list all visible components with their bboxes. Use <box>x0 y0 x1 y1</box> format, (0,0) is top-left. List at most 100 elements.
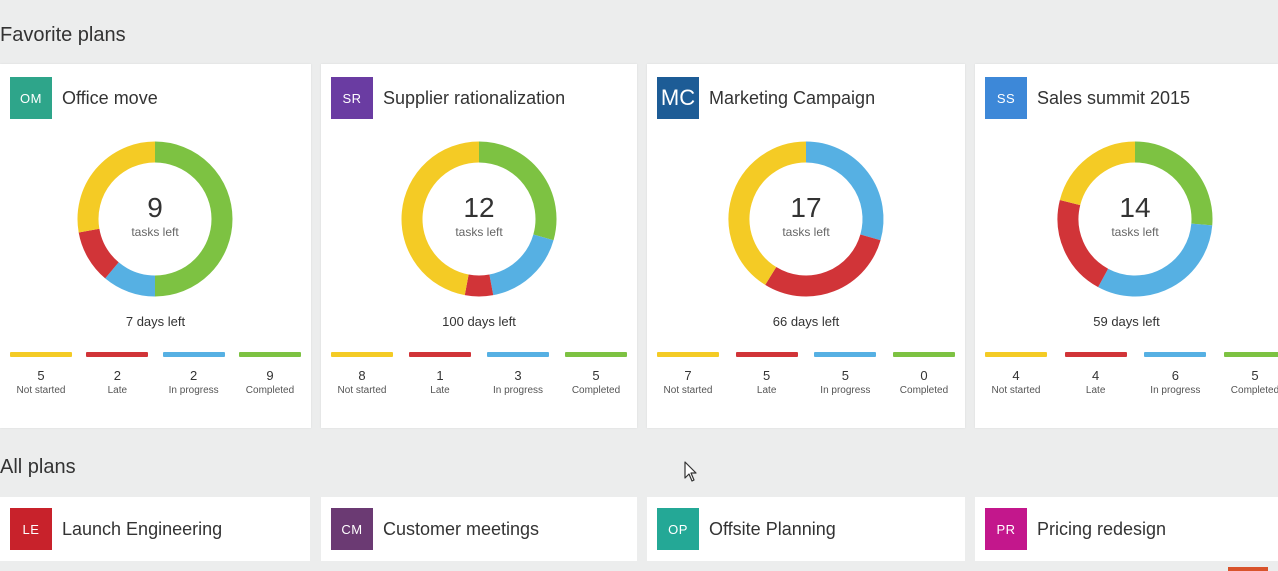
legend-count: 5 <box>841 368 849 383</box>
legend-label: In progress <box>1150 385 1201 396</box>
days-left: 59 days left <box>1093 314 1160 329</box>
legend-count: 7 <box>684 368 692 383</box>
plan-tile-customer-meetings[interactable]: CM Customer meetings <box>321 497 637 561</box>
legend-late[interactable]: 5 Late <box>735 352 798 396</box>
legend-count: 8 <box>358 368 366 383</box>
plan-card-header[interactable]: SS Sales summit 2015 <box>985 77 1190 119</box>
plan-card-office-move[interactable]: OM Office move 9 tasks left 7 days left … <box>0 64 311 428</box>
plan-name[interactable]: Sales summit 2015 <box>1037 87 1191 108</box>
legend-completed[interactable]: 9 Completed <box>238 352 301 396</box>
plan-name[interactable]: Pricing redesign <box>1037 518 1167 539</box>
donut-segment-completed <box>1134 141 1213 226</box>
plan-badge: OP <box>657 508 699 550</box>
donut-chart: 14 tasks left <box>1055 139 1215 299</box>
donut-segment-late <box>464 274 494 297</box>
legend-in-progress[interactable]: 2 In progress <box>162 352 225 396</box>
legend-bar <box>892 352 955 357</box>
plan-badge: LE <box>10 508 52 550</box>
legend-not-started[interactable]: 4 Not started <box>985 352 1047 396</box>
donut-segment-late <box>78 228 120 279</box>
legend-bar <box>657 352 719 357</box>
plan-badge: SR <box>331 77 373 119</box>
legend-label: Not started <box>663 385 713 396</box>
legend-count: 3 <box>514 368 522 383</box>
plan-card-header[interactable]: OM Office move <box>10 77 158 119</box>
days-left: 7 days left <box>125 314 186 329</box>
legend-count: 5 <box>1251 368 1259 383</box>
legend-completed[interactable]: 0 Completed <box>892 352 955 396</box>
plan-badge: CM <box>331 508 373 550</box>
legend-label: Late <box>1085 385 1106 396</box>
donut-segment-not-started <box>728 141 807 285</box>
legend-label: Completed <box>1230 385 1278 396</box>
legend-late[interactable]: 1 Late <box>409 352 471 396</box>
plan-name[interactable]: Supplier rationalization <box>383 87 566 108</box>
donut-segment-in-progress <box>105 261 156 297</box>
legend-count: 5 <box>763 368 771 383</box>
donut-segment-in-progress <box>488 234 554 296</box>
donut-segment-completed <box>478 141 557 241</box>
tasks-left-count: 12 <box>463 192 495 223</box>
legend-bar <box>10 352 72 357</box>
legend-bar <box>1064 352 1127 357</box>
legend-bar <box>985 352 1047 357</box>
legend-label: In progress <box>492 385 544 396</box>
plan-name[interactable]: Offsite Planning <box>709 518 836 539</box>
mouse-cursor-icon <box>684 461 697 482</box>
legend-late[interactable]: 2 Late <box>86 352 149 396</box>
legend-late[interactable]: 4 Late <box>1064 352 1127 396</box>
legend-label: Completed <box>899 385 949 396</box>
plan-name[interactable]: Office move <box>62 87 158 108</box>
tasks-left-label: tasks left <box>1111 225 1159 239</box>
legend-bar <box>238 352 301 357</box>
plan-tile-launch-engineering[interactable]: LE Launch Engineering <box>0 497 310 561</box>
favorite-plans-heading: Favorite plans <box>0 24 126 46</box>
legend-not-started[interactable]: 7 Not started <box>657 352 719 396</box>
donut-segment-completed <box>154 141 233 297</box>
legend-count: 4 <box>1012 368 1020 383</box>
donut-svg <box>728 141 884 297</box>
legend-label: Completed <box>245 385 295 396</box>
plan-tile-pricing-redesign[interactable]: PR Pricing redesign <box>975 497 1278 561</box>
legend-label: Not started <box>16 385 66 396</box>
legend-count: 5 <box>592 368 600 383</box>
legend-not-started[interactable]: 8 Not started <box>331 352 393 396</box>
plan-name[interactable]: Launch Engineering <box>62 518 223 539</box>
legend-not-started[interactable]: 5 Not started <box>10 352 72 396</box>
legend-count: 6 <box>1171 368 1179 383</box>
legend-count: 1 <box>436 368 444 383</box>
legend-label: In progress <box>820 385 871 396</box>
donut-center: 17 tasks left <box>726 139 886 299</box>
donut-segment-not-started <box>401 141 480 296</box>
legend-completed[interactable]: 5 Completed <box>565 352 627 396</box>
plan-card-header[interactable]: SR Supplier rationalization <box>331 77 565 119</box>
plan-card-supplier-rationalization[interactable]: SR Supplier rationalization 12 tasks lef… <box>321 64 637 428</box>
legend-completed[interactable]: 5 Completed <box>1223 352 1278 396</box>
donut-svg <box>1057 141 1213 297</box>
legend-count: 2 <box>190 368 198 383</box>
plan-badge: SS <box>985 77 1027 119</box>
legend-bar <box>735 352 798 357</box>
legend-label: Not started <box>337 385 387 396</box>
tasks-left-label: tasks left <box>131 225 179 239</box>
legend-in-progress[interactable]: 3 In progress <box>487 352 549 396</box>
donut-chart: 12 tasks left <box>399 139 559 299</box>
plan-tile-offsite-planning[interactable]: OP Offsite Planning <box>647 497 965 561</box>
legend-in-progress[interactable]: 6 In progress <box>1144 352 1207 396</box>
donut-center: 9 tasks left <box>75 139 235 299</box>
plan-card-marketing-campaign[interactable]: MC Marketing Campaign 17 tasks left 66 d… <box>647 64 965 428</box>
plan-card-header[interactable]: MC Marketing Campaign <box>657 77 875 119</box>
plan-badge: MC <box>657 77 699 119</box>
legend-count: 5 <box>37 368 45 383</box>
donut-center: 12 tasks left <box>399 139 559 299</box>
legend-label: Late <box>107 385 128 396</box>
legend-label: Not started <box>991 385 1041 396</box>
plan-card-sales-summit-2015[interactable]: SS Sales summit 2015 14 tasks left 59 da… <box>975 64 1278 428</box>
legend-count: 9 <box>266 368 274 383</box>
legend-in-progress[interactable]: 5 In progress <box>814 352 877 396</box>
plan-name[interactable]: Marketing Campaign <box>709 87 876 108</box>
donut-chart: 9 tasks left <box>75 139 235 299</box>
legend-bar <box>86 352 149 357</box>
status-legend: 5 Not started 2 Late 2 In progress 9 Complet… <box>10 352 301 396</box>
plan-name[interactable]: Customer meetings <box>383 518 540 539</box>
